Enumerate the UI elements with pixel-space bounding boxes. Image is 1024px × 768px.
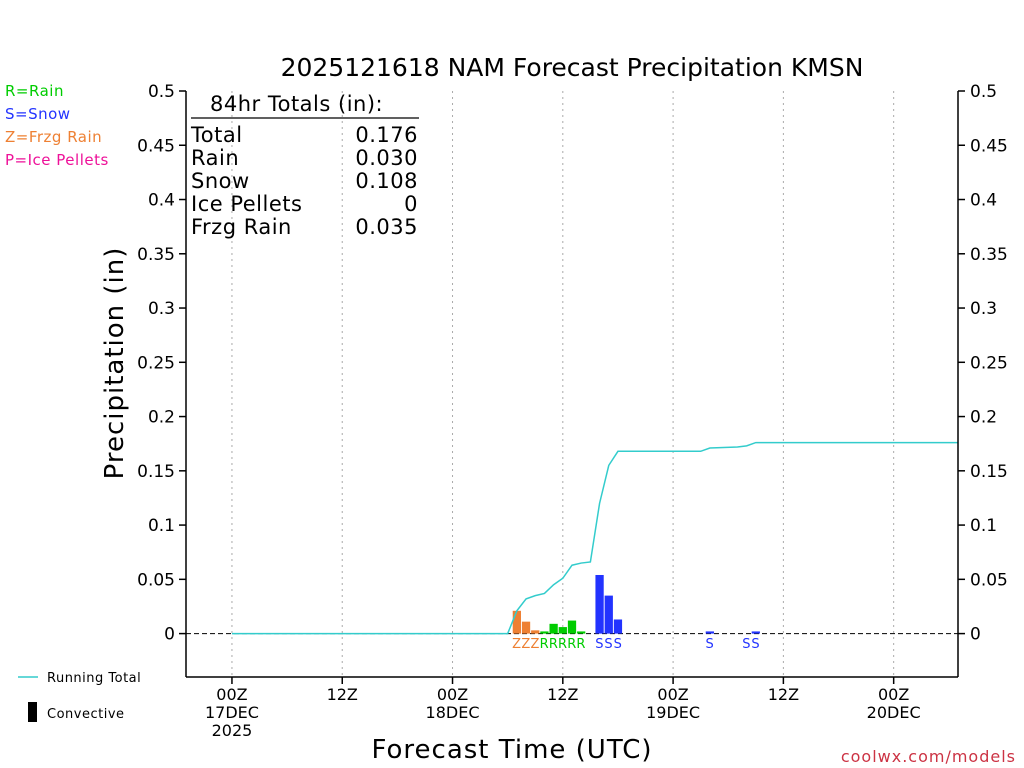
x-tick-label-1-0: 12Z xyxy=(327,685,358,704)
precip-type-label-7: R xyxy=(576,637,586,652)
precip-bar-9 xyxy=(604,595,613,634)
precip-type-label-10: S xyxy=(614,637,623,652)
precip-bar-1 xyxy=(521,621,531,634)
totals-label-2: Snow xyxy=(191,169,250,193)
line-layer xyxy=(231,441,958,635)
y-tick-label-left-8: 0.4 xyxy=(148,191,175,211)
totals-box: 84hr Totals (in): Total 0.176 Rain 0.030 Snow… xyxy=(190,92,419,239)
grid-layer xyxy=(186,91,958,677)
precip-type-label-13: S xyxy=(751,637,760,652)
x-tick-label-6-0: 00Z xyxy=(878,685,909,704)
precip-bar-2 xyxy=(531,630,540,634)
x-tick-label-4-0: 00Z xyxy=(657,685,688,704)
y-tick-label-left-10: 0.5 xyxy=(148,82,175,102)
y-tick-label-right-9: 0.45 xyxy=(970,136,1008,156)
precip-type-label-2: Z xyxy=(531,637,540,652)
y-tick-label-right-0: 0 xyxy=(970,625,981,645)
y-axis-label: Precipitation (in) xyxy=(100,247,130,480)
y-tick-label-left-2: 0.1 xyxy=(148,516,175,536)
totals-label-0: Total xyxy=(190,123,243,147)
precip-bar-7 xyxy=(577,631,586,634)
totals-label-1: Rain xyxy=(191,146,239,170)
precip-type-label-4: R xyxy=(549,637,559,652)
precip-bar-0 xyxy=(512,610,521,634)
precip-type-label-8: S xyxy=(595,637,604,652)
ticks-layer: 0 0 0.05 0.05 0.1 0.1 0.15 0.15 0.2 0.2 0.25 0.25 0.… xyxy=(137,82,1008,740)
precip-bar-12 xyxy=(751,631,760,634)
y-tick-label-left-3: 0.15 xyxy=(137,462,175,482)
credit-text: coolwx.com/models xyxy=(841,747,1016,766)
x-tick-label-0-0: 00Z xyxy=(216,685,247,704)
frame-layer xyxy=(185,91,959,678)
precip-bar-4 xyxy=(549,623,558,634)
totals-value-4: 0.035 xyxy=(355,215,418,239)
y-tick-label-left-1: 0.05 xyxy=(137,570,175,590)
precip-bar-10 xyxy=(613,619,623,634)
precip-type-label-5: R xyxy=(558,637,568,652)
precip-type-label-9: S xyxy=(604,637,613,652)
y-tick-label-right-6: 0.3 xyxy=(970,299,997,319)
y-tick-label-right-7: 0.35 xyxy=(970,245,1008,265)
totals-label-3: Ice Pellets xyxy=(191,192,302,216)
convective-key-label: Convective xyxy=(47,707,125,722)
x-tick-label-4-1: 19DEC xyxy=(646,703,700,722)
key-legend: Running Total Convective xyxy=(18,671,141,722)
precip-bar-11 xyxy=(705,631,714,634)
y-tick-label-right-1: 0.05 xyxy=(970,570,1008,590)
totals-heading: 84hr Totals (in): xyxy=(210,92,383,116)
y-tick-label-right-10: 0.5 xyxy=(970,82,997,102)
x-axis-label: Forecast Time (UTC) xyxy=(371,735,652,765)
precip-bar-6 xyxy=(567,620,577,634)
chart-title: 2025121618 NAM Forecast Precipitation KM… xyxy=(281,53,864,82)
totals-value-3: 0 xyxy=(404,192,418,216)
y-tick-label-left-6: 0.3 xyxy=(148,299,175,319)
type-legend: R=Rain S=Snow Z=Frzg Rain P=Ice Pellets xyxy=(5,82,109,169)
y-tick-label-right-3: 0.15 xyxy=(970,462,1008,482)
totals-label-4: Frzg Rain xyxy=(191,215,292,239)
running-total-key-label: Running Total xyxy=(47,671,141,686)
totals-value-2: 0.108 xyxy=(355,169,418,193)
y-tick-label-right-8: 0.4 xyxy=(970,191,997,211)
x-tick-label-0-1: 17DEC xyxy=(205,703,259,722)
precip-bar-5 xyxy=(558,627,567,634)
x-tick-label-0-2: 2025 xyxy=(212,721,253,740)
precip-type-label-12: S xyxy=(742,637,751,652)
precip-type-label-1: Z xyxy=(521,637,530,652)
y-tick-label-left-7: 0.35 xyxy=(137,245,175,265)
totals-value-1: 0.030 xyxy=(355,146,418,170)
y-tick-label-left-9: 0.45 xyxy=(137,136,175,156)
x-tick-label-5-0: 12Z xyxy=(768,685,799,704)
type-legend-item-1: S=Snow xyxy=(5,105,71,123)
type-legend-item-0: R=Rain xyxy=(5,82,64,100)
y-tick-label-right-5: 0.25 xyxy=(970,353,1008,373)
precip-bar-3 xyxy=(540,631,549,634)
y-tick-label-left-5: 0.25 xyxy=(137,353,175,373)
x-tick-label-2-1: 18DEC xyxy=(426,703,480,722)
precip-type-label-0: Z xyxy=(512,637,521,652)
y-tick-label-left-0: 0 xyxy=(164,625,175,645)
type-legend-item-3: P=Ice Pellets xyxy=(5,151,109,169)
precip-type-label-3: R xyxy=(540,637,550,652)
y-tick-label-right-4: 0.2 xyxy=(970,408,997,428)
x-tick-label-3-0: 12Z xyxy=(547,685,578,704)
y-tick-label-right-2: 0.1 xyxy=(970,516,997,536)
y-tick-label-left-4: 0.2 xyxy=(148,408,175,428)
precip-type-label-6: R xyxy=(567,637,577,652)
precip-type-label-11: S xyxy=(705,637,714,652)
type-legend-item-2: Z=Frzg Rain xyxy=(5,128,102,146)
running-total-line xyxy=(231,441,958,635)
totals-value-0: 0.176 xyxy=(355,123,418,147)
x-tick-label-6-1: 20DEC xyxy=(867,703,921,722)
precip-bar-8 xyxy=(595,574,604,634)
convective-key-swatch xyxy=(28,702,37,722)
x-tick-label-2-0: 00Z xyxy=(437,685,468,704)
